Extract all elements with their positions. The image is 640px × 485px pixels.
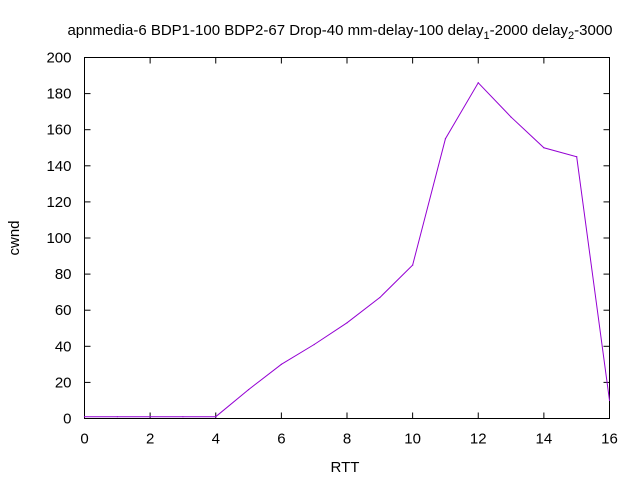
data-point bbox=[576, 156, 578, 158]
x-tick-label: 2 bbox=[146, 431, 154, 448]
y-tick-label: 40 bbox=[55, 338, 72, 355]
data-point bbox=[182, 416, 184, 418]
x-axis-label: RTT bbox=[331, 459, 360, 476]
data-point bbox=[313, 343, 315, 346]
data-point bbox=[280, 363, 282, 365]
y-tick-label: 100 bbox=[46, 230, 71, 247]
data-point bbox=[444, 138, 447, 140]
x-tick-label: 6 bbox=[277, 431, 285, 448]
series-layer bbox=[83, 81, 611, 418]
x-tick-label: 8 bbox=[343, 431, 351, 448]
data-point bbox=[215, 416, 217, 418]
x-tick-label: 16 bbox=[601, 431, 618, 448]
data-point bbox=[412, 264, 414, 266]
y-tick-label: 0 bbox=[63, 411, 71, 428]
y-tick-label: 160 bbox=[46, 122, 71, 139]
title-subscript: 1 bbox=[484, 30, 490, 42]
data-point bbox=[116, 416, 118, 418]
data-point bbox=[379, 296, 381, 299]
y-tick-label: 80 bbox=[55, 266, 72, 283]
x-tick-label: 0 bbox=[80, 431, 88, 448]
title-segment: -3000 bbox=[574, 22, 612, 39]
data-point bbox=[477, 82, 479, 84]
y-tick-label: 200 bbox=[46, 50, 71, 67]
title-segment: -2000 delay bbox=[490, 22, 569, 39]
x-tick-label: 10 bbox=[404, 431, 421, 448]
y-tick-label: 20 bbox=[55, 374, 72, 391]
data-point bbox=[346, 322, 348, 324]
x-tick-label: 12 bbox=[470, 431, 487, 448]
y-tick-label: 120 bbox=[46, 194, 71, 211]
y-tick-label: 140 bbox=[46, 158, 71, 175]
chart-title: apnmedia-6 BDP1-100 BDP2-67 Drop-40 mm-d… bbox=[67, 22, 612, 42]
x-tick-label: 14 bbox=[536, 431, 553, 448]
axes bbox=[84, 57, 610, 419]
y-tick-label: 180 bbox=[46, 86, 71, 103]
data-point bbox=[543, 147, 545, 149]
y-axis-label: cwnd bbox=[6, 220, 23, 255]
data-point bbox=[83, 416, 86, 418]
data-point bbox=[608, 399, 611, 402]
data-point bbox=[510, 116, 512, 118]
data-point bbox=[149, 416, 151, 418]
series-line bbox=[84, 81, 610, 418]
data-point bbox=[247, 389, 250, 391]
title-segment: apnmedia-6 BDP1-100 BDP2-67 Drop-40 mm-d… bbox=[67, 22, 484, 39]
title-subscript: 2 bbox=[568, 30, 574, 42]
y-tick-label: 60 bbox=[55, 302, 72, 319]
plot-frame bbox=[84, 57, 610, 419]
x-tick-label: 4 bbox=[212, 431, 220, 448]
